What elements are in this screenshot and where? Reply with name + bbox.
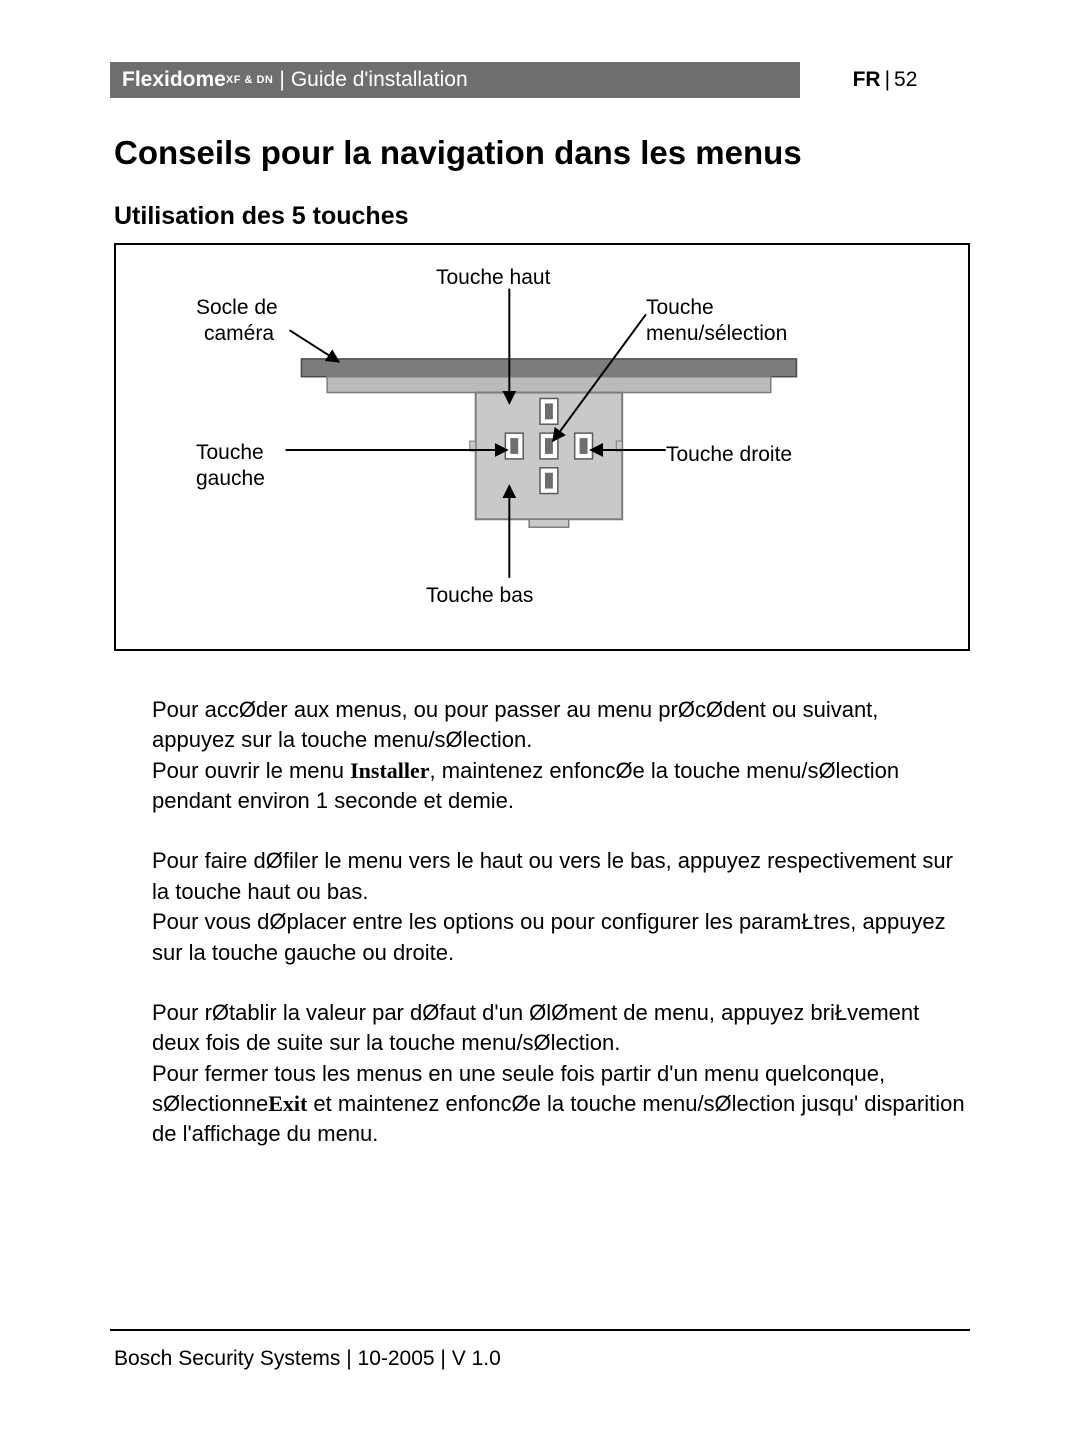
page-number: 52 [894, 68, 917, 92]
brand-superscript: XF & DN [226, 74, 274, 86]
brand-name: Flexidome [122, 68, 226, 92]
label-touche-droite: Touche droite [666, 442, 792, 468]
guide-title: Guide d'installation [291, 68, 468, 92]
bold-exit: Exit [268, 1091, 307, 1116]
footer-text: Bosch Security Systems | 10-2005 | V 1.0 [114, 1347, 501, 1371]
header-separator: | [279, 68, 284, 92]
body-text: Pour accØder aux menus, ou pour passer a… [152, 695, 966, 1150]
paragraph-2: Pour faire dØfiler le menu vers le haut … [152, 846, 966, 967]
page-header: FlexidomeXF & DN | Guide d'installation … [110, 62, 970, 98]
paragraph-3: Pour rØtablir la valeur par dØfaut d'un … [152, 998, 966, 1150]
label-touche-gauche: Touche gauche [196, 440, 265, 493]
header-right-separator: | [885, 68, 890, 92]
heading-1: Conseils pour la navigation dans les men… [114, 134, 970, 172]
paragraph-1: Pour accØder aux menus, ou pour passer a… [152, 695, 966, 816]
label-touche-bas: Touche bas [426, 583, 533, 609]
footer-rule [110, 1329, 970, 1331]
header-right: FR | 52 [800, 62, 970, 98]
label-socle-camera: Socle de caméra [196, 295, 278, 348]
header-left: FlexidomeXF & DN | Guide d'installation [110, 62, 800, 98]
bold-installer: Installer [350, 758, 429, 783]
label-touche-haut: Touche haut [436, 265, 550, 291]
language-code: FR [853, 68, 881, 92]
label-touche-menu: Touche menu/sélection [646, 295, 787, 348]
keypad-diagram: Touche haut Socle de caméra Touche menu/… [114, 243, 970, 651]
heading-2: Utilisation des 5 touches [114, 202, 970, 231]
